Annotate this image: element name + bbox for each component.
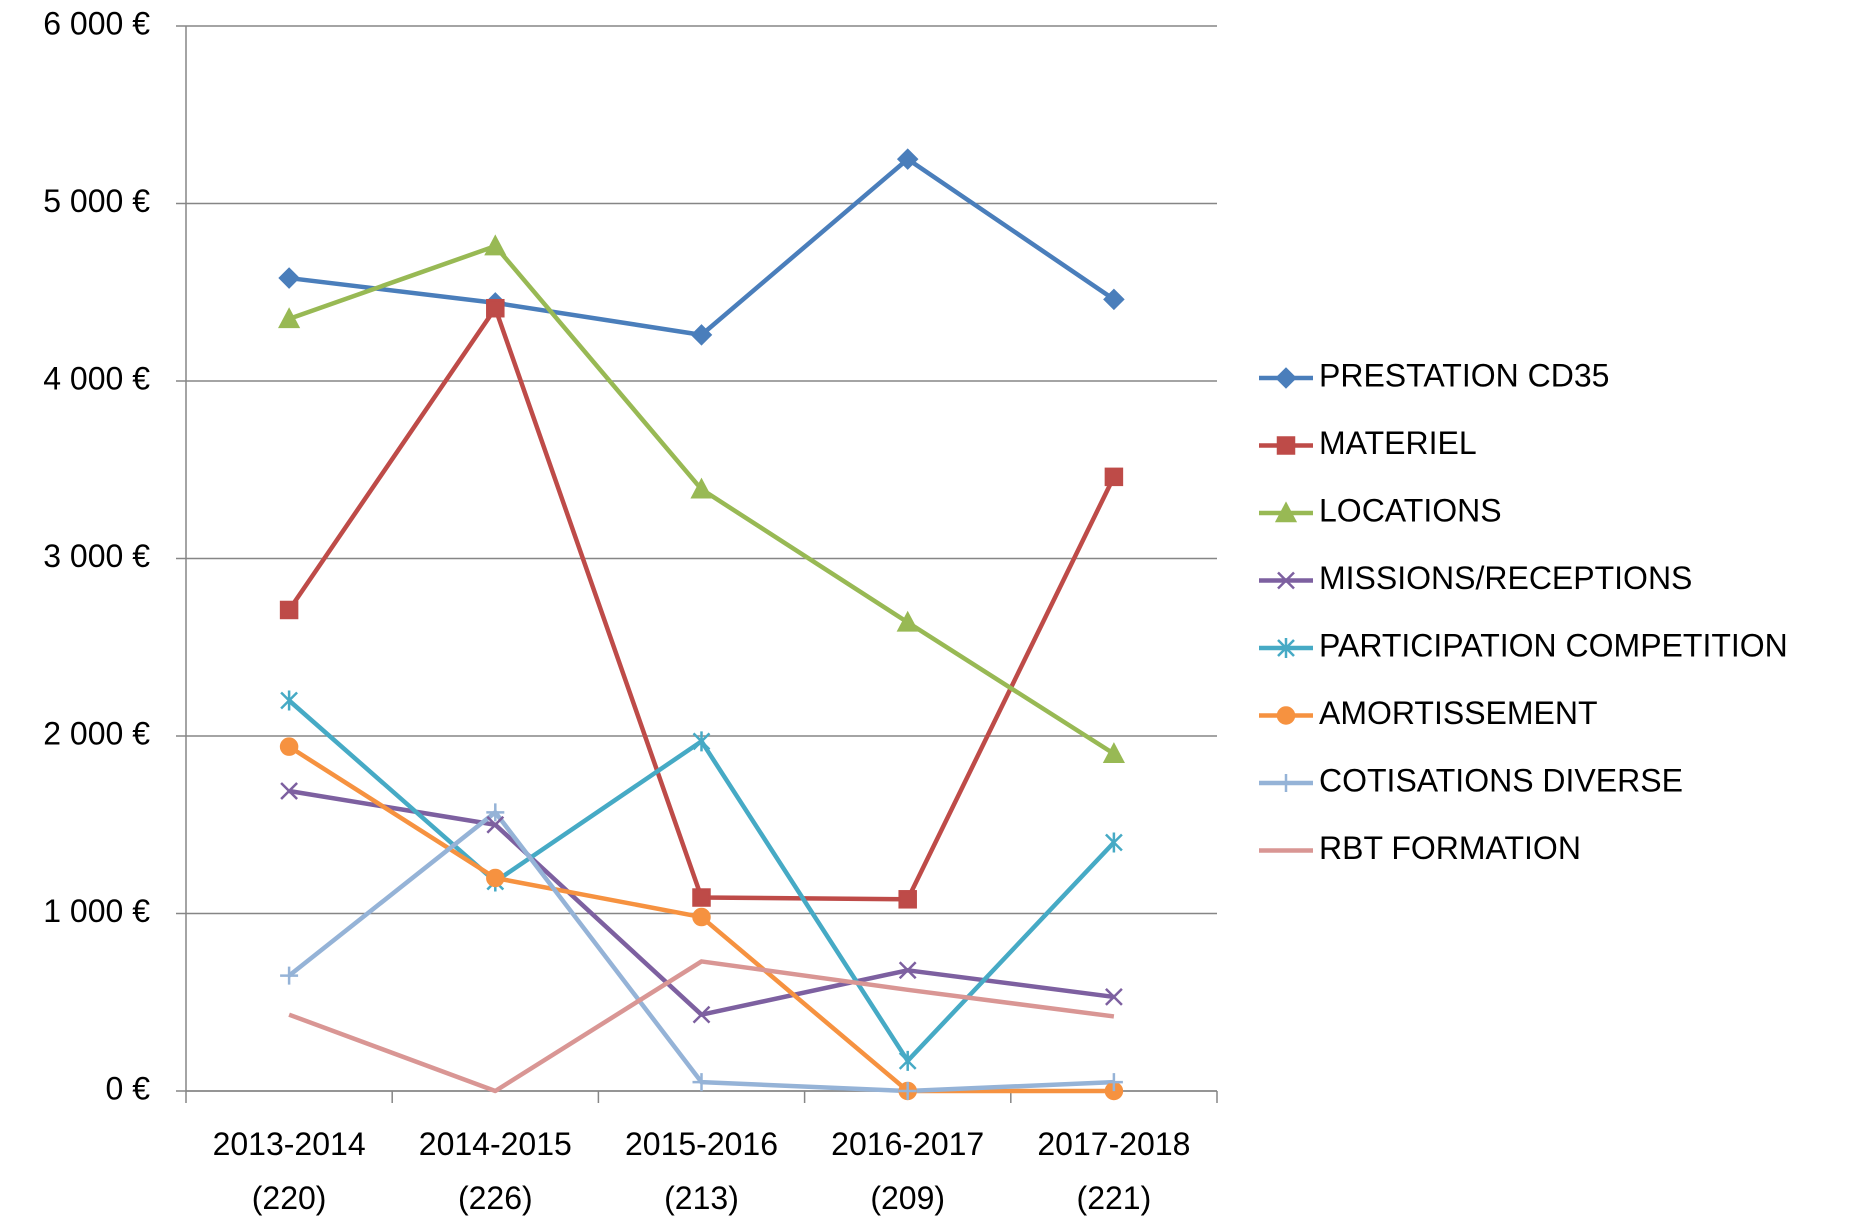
series-line: [287, 698, 1116, 1064]
marker: [486, 868, 505, 888]
marker: [692, 888, 711, 907]
marker: [690, 324, 713, 346]
marker: [1277, 638, 1295, 658]
marker: [1105, 988, 1123, 1006]
marker: [279, 737, 299, 756]
marker: [486, 298, 505, 318]
marker: [898, 1082, 917, 1100]
marker: [1105, 832, 1123, 853]
legend-label: COTISATIONS DIVERSE: [1319, 762, 1683, 798]
y-tick-label: 2 000 €: [43, 715, 150, 751]
marker: [692, 1073, 711, 1092]
marker: [1103, 288, 1125, 311]
marker: [280, 690, 298, 711]
series-line: [287, 810, 1114, 1094]
x-tick-label: 2016-2017 (209): [831, 1126, 984, 1216]
marker: [898, 961, 917, 980]
legend-label: AMORTISSEMENT: [1319, 695, 1598, 731]
marker: [278, 267, 300, 289]
y-tick-label: 5 000 €: [43, 183, 150, 219]
legend-label: RBT FORMATION: [1319, 830, 1581, 866]
legend-label: PARTICIPATION COMPETITION: [1319, 627, 1788, 663]
marker: [280, 782, 298, 800]
x-tick-label: 2014-2015 (226): [419, 1126, 572, 1216]
legend-label: MISSIONS/RECEPTIONS: [1319, 560, 1692, 596]
x-tick-label: 2015-2016 (213): [625, 1126, 778, 1216]
series-line: [288, 959, 1115, 1094]
y-tick-label: 3 000 €: [43, 538, 150, 574]
marker: [1102, 742, 1125, 763]
marker: [1275, 367, 1297, 389]
marker: [1277, 571, 1295, 590]
legend-label: MATERIEL: [1319, 425, 1477, 461]
marker: [690, 477, 713, 499]
marker: [1276, 706, 1296, 725]
marker: [1274, 501, 1298, 523]
marker: [692, 1005, 711, 1024]
y-tick-label: 4 000 €: [43, 360, 150, 396]
marker: [1104, 1073, 1123, 1092]
marker: [486, 815, 505, 834]
marker: [898, 1050, 917, 1071]
y-tick-label: 0 €: [106, 1070, 151, 1106]
y-tick-label: 1 000 €: [43, 893, 150, 929]
legend-label: PRESTATION CD35: [1319, 357, 1609, 393]
series-line: [288, 156, 1116, 338]
marker: [486, 803, 505, 822]
marker: [278, 307, 301, 329]
marker: [1276, 436, 1296, 455]
y-tick-label: 6 000 €: [43, 5, 150, 41]
marker: [279, 600, 299, 620]
marker: [1104, 467, 1124, 487]
legend-label: LOCATIONS: [1319, 492, 1502, 528]
marker: [896, 148, 919, 170]
x-tick-label: 2017-2018 (221): [1037, 1126, 1190, 1216]
x-tick-label: 2013-2014 (220): [213, 1126, 366, 1216]
marker: [692, 907, 711, 927]
marker: [1277, 774, 1295, 792]
marker: [280, 966, 299, 985]
marker: [692, 731, 711, 752]
series-line: [288, 243, 1116, 756]
marker: [484, 234, 507, 256]
marker: [898, 890, 917, 909]
marker: [896, 610, 919, 632]
